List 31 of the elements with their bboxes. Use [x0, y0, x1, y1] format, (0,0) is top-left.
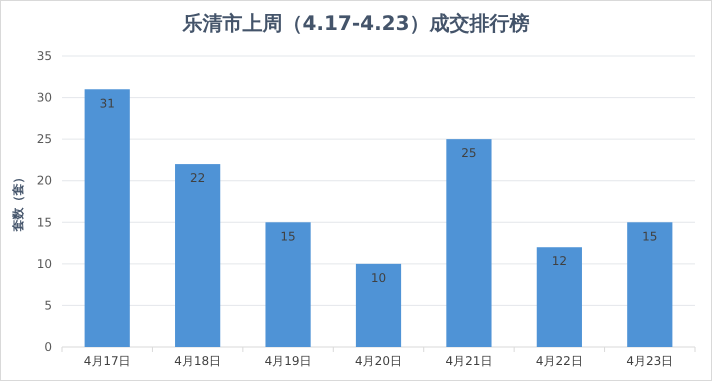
bar [265, 222, 311, 347]
x-tick-label: 4月19日 [264, 354, 312, 368]
x-tick-label: 4月20日 [355, 354, 402, 368]
data-label: 15 [280, 229, 296, 244]
y-axis-title: 套数（套） [11, 172, 25, 232]
y-tick-label: 5 [44, 298, 52, 312]
x-tick-label: 4月23日 [626, 354, 674, 368]
x-tick-label: 4月17日 [84, 354, 131, 368]
bar [84, 89, 130, 347]
bar [536, 247, 582, 347]
bar [175, 164, 220, 347]
y-tick-label: 25 [36, 132, 52, 146]
x-tick-label: 4月22日 [536, 354, 583, 368]
data-label: 15 [642, 229, 658, 244]
data-label: 31 [100, 96, 115, 110]
data-label: 22 [190, 171, 206, 186]
bar [627, 222, 672, 347]
y-tick-label: 10 [36, 256, 52, 271]
x-tick-label: 4月21日 [445, 354, 492, 368]
y-tick-label: 20 [36, 174, 52, 188]
y-tick-label: 15 [36, 215, 52, 230]
x-tick-label: 4月18日 [174, 354, 222, 368]
y-tick-label: 30 [36, 90, 52, 105]
data-label: 12 [552, 254, 567, 268]
chart-title: 乐清市上周（4.17-4.23）成交排行榜 [182, 11, 530, 35]
y-tick-label: 35 [36, 49, 52, 63]
data-label: 25 [461, 146, 477, 160]
data-label: 10 [370, 270, 386, 285]
y-tick-label: 0 [44, 340, 52, 354]
bar [356, 264, 402, 347]
bar [446, 139, 492, 347]
